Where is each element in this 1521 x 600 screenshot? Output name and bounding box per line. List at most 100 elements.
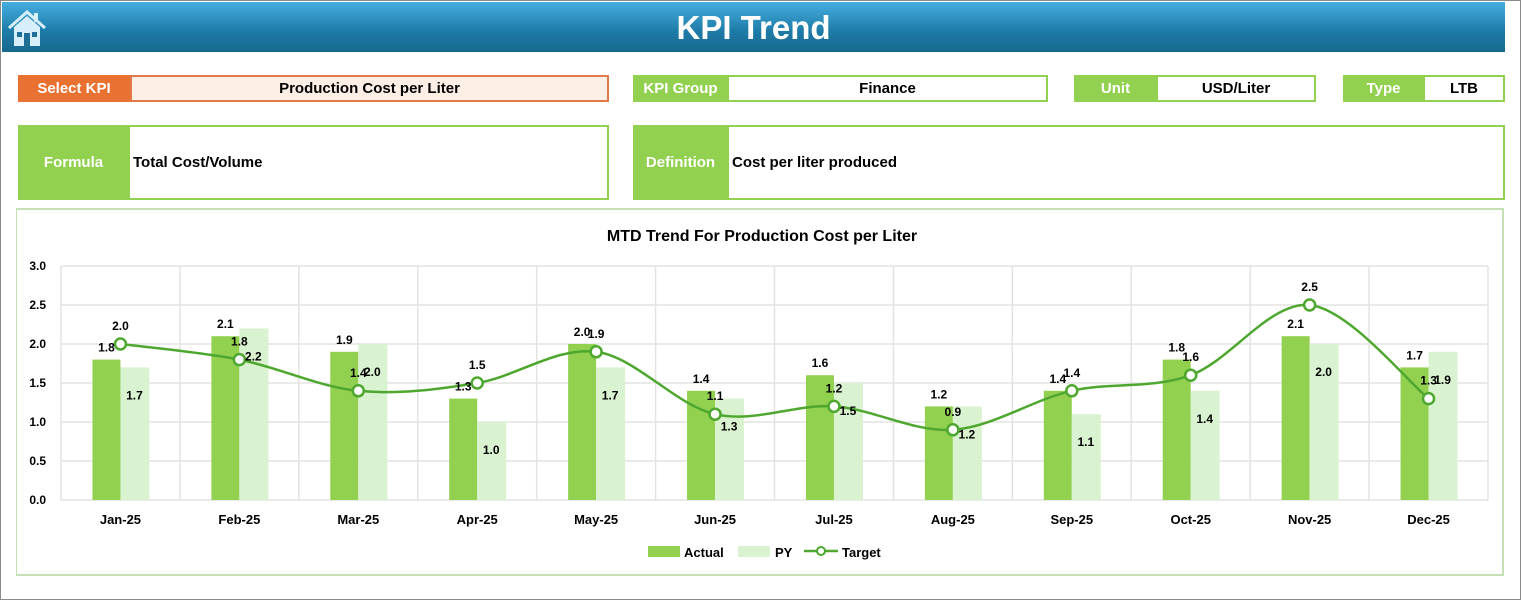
data-label-target: 1.4 (1063, 366, 1080, 380)
kpi-group-value: Finance (727, 75, 1048, 102)
bar-actual (1281, 336, 1310, 500)
bar-py (596, 367, 626, 500)
data-label-target: 2.5 (1301, 280, 1318, 294)
x-tick-label: Jan-25 (100, 512, 141, 527)
kpi-group-label: KPI Group (633, 75, 728, 102)
legend-target-marker (816, 546, 826, 556)
data-label-py: 1.5 (840, 404, 857, 418)
target-marker (1065, 384, 1079, 398)
bar-actual (449, 398, 478, 500)
data-label-actual: 1.9 (336, 333, 353, 347)
x-tick-label: Jul-25 (815, 512, 853, 527)
definition-value: Cost per liter produced (727, 125, 1505, 200)
bar-py (1190, 390, 1220, 500)
formula-value: Total Cost/Volume (128, 125, 609, 200)
data-label-actual: 1.4 (693, 372, 710, 386)
data-label-py: 1.3 (721, 420, 738, 434)
bar-actual (1400, 367, 1429, 500)
bar-actual (1043, 390, 1072, 500)
x-tick-label: Sep-25 (1050, 512, 1093, 527)
y-tick-label: 2.0 (29, 337, 46, 351)
data-label-py: 1.7 (602, 388, 619, 402)
target-marker (351, 384, 366, 398)
target-marker (946, 423, 960, 437)
bar-py (833, 383, 863, 500)
data-label-py: 1.0 (483, 443, 500, 457)
chart-title: MTD Trend For Production Cost per Liter (607, 228, 917, 245)
home-icon[interactable] (7, 8, 47, 48)
target-marker (232, 352, 247, 367)
target-marker (1421, 391, 1436, 406)
data-label-actual: 1.8 (1168, 341, 1185, 355)
x-tick-label: Aug-25 (931, 512, 975, 527)
bar-actual (924, 406, 953, 500)
data-label-py: 1.2 (959, 427, 976, 441)
data-label-target: 1.1 (707, 389, 724, 403)
data-label-actual: 1.3 (455, 380, 472, 394)
type-label: Type (1343, 75, 1424, 102)
y-tick-label: 1.0 (29, 415, 46, 429)
data-label-target: 1.6 (1182, 350, 1199, 364)
unit-value: USD/Liter (1156, 75, 1316, 102)
x-tick-label: Jun-25 (694, 512, 736, 527)
data-label-target: 0.9 (945, 405, 962, 419)
data-label-actual: 2.0 (574, 325, 591, 339)
legend-actual-swatch (648, 546, 680, 557)
data-label-target: 1.2 (826, 381, 843, 395)
data-label-py: 1.9 (1434, 373, 1451, 387)
y-tick-label: 1.5 (29, 376, 46, 390)
data-label-actual: 2.1 (1287, 317, 1304, 331)
data-label-py: 2.0 (364, 365, 381, 379)
bar-py (1428, 351, 1458, 500)
bar-actual (92, 359, 121, 500)
legend-py-swatch (738, 546, 770, 557)
select-kpi-label: Select KPI (18, 75, 130, 102)
page-title: KPI Trend (676, 9, 831, 46)
x-tick-label: Oct-25 (1170, 512, 1210, 527)
bar-py (1071, 414, 1101, 500)
data-label-actual: 1.8 (98, 341, 115, 355)
data-label-actual: 2.1 (217, 317, 234, 331)
data-label-target: 1.5 (469, 358, 486, 372)
y-tick-label: 0.0 (29, 493, 46, 507)
y-tick-label: 2.5 (29, 298, 46, 312)
target-marker (827, 399, 841, 414)
data-label-target: 2.0 (112, 319, 129, 333)
target-marker (1183, 368, 1198, 382)
legend: Actual PY Target (648, 545, 881, 560)
x-tick-label: Nov-25 (1288, 512, 1331, 527)
select-kpi-dropdown[interactable]: Production Cost per Liter (130, 75, 609, 102)
definition-label: Definition (633, 125, 728, 200)
y-tick-label: 0.5 (29, 454, 46, 468)
data-label-actual: 1.7 (1406, 348, 1423, 362)
legend-py-label: PY (775, 545, 793, 560)
x-tick-label: Mar-25 (337, 512, 379, 527)
x-tick-label: Feb-25 (218, 512, 260, 527)
formula-label: Formula (18, 125, 129, 200)
legend-actual-label: Actual (684, 545, 724, 560)
bar-py (358, 344, 388, 500)
data-label-target: 1.8 (231, 335, 248, 349)
y-tick-label: 3.0 (29, 259, 46, 273)
bar-actual (330, 351, 359, 500)
data-label-target: 1.9 (588, 327, 605, 341)
x-tick-label: Dec-25 (1407, 512, 1450, 527)
data-label-actual: 1.6 (812, 356, 829, 370)
data-label-py: 2.2 (245, 349, 262, 363)
unit-label: Unit (1074, 75, 1157, 102)
bar-actual (568, 344, 597, 500)
data-label-target: 1.4 (350, 366, 367, 380)
data-label-py: 2.0 (1315, 365, 1332, 379)
legend-target-label: Target (842, 545, 881, 560)
bar-actual (687, 390, 716, 500)
data-label-py: 1.7 (126, 388, 143, 402)
header-bar: KPI Trend (2, 2, 1505, 52)
bar-py (952, 406, 982, 500)
target-marker (1302, 298, 1317, 312)
x-tick-label: Apr-25 (457, 512, 498, 527)
chart-panel (16, 208, 1504, 576)
data-label-py: 1.1 (1077, 435, 1094, 449)
target-marker (470, 376, 484, 390)
bar-py (120, 367, 150, 500)
